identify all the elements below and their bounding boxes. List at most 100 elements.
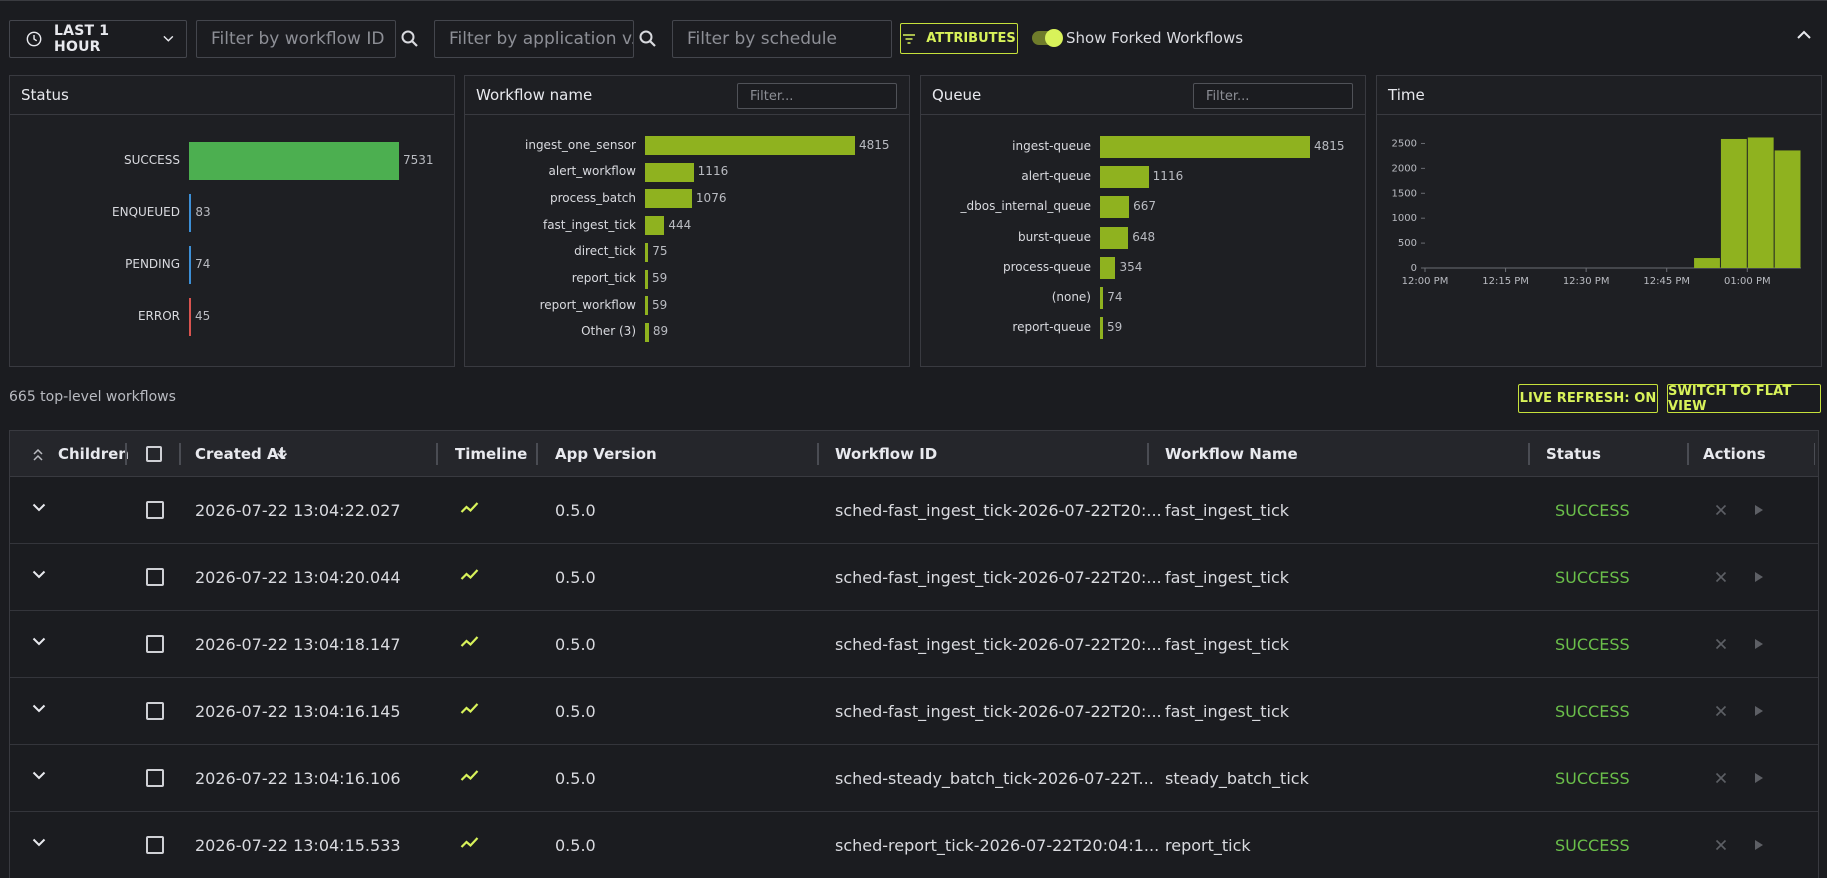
column-divider[interactable]: [1687, 443, 1689, 465]
row-checkbox[interactable]: [146, 769, 164, 787]
workflow-id-input[interactable]: [211, 29, 395, 49]
table-row[interactable]: 2026-07-22 13:04:22.027 0.5.0 sched-fast_i…: [10, 477, 1818, 544]
table-row[interactable]: 2026-07-22 13:04:16.145 0.5.0 sched-fast_i…: [10, 678, 1818, 745]
bar[interactable]: [1100, 256, 1116, 279]
histogram-bar[interactable]: [1774, 150, 1801, 268]
select-all-checkbox[interactable]: [146, 446, 162, 462]
col-actions[interactable]: Actions: [1703, 445, 1766, 463]
chevron-down-icon[interactable]: [32, 637, 46, 646]
cancel-icon[interactable]: [1715, 772, 1727, 784]
histogram-bar[interactable]: [1694, 258, 1720, 268]
table-row[interactable]: 2026-07-22 13:04:18.147 0.5.0 sched-fast_i…: [10, 611, 1818, 678]
bar[interactable]: [645, 216, 665, 236]
col-app-version[interactable]: App Version: [555, 445, 657, 463]
bar-label[interactable]: PENDING: [125, 257, 180, 271]
timeline-icon[interactable]: [460, 568, 480, 582]
bar[interactable]: [189, 298, 191, 336]
histogram-bar[interactable]: [1720, 138, 1747, 268]
resume-icon[interactable]: [1754, 504, 1764, 516]
workflow-id-cell[interactable]: sched-fast_ingest_tick-2026-07-22T20:...: [835, 635, 1162, 654]
queue-filter[interactable]: [1193, 83, 1353, 109]
timeline-icon[interactable]: [460, 501, 480, 515]
row-checkbox[interactable]: [146, 501, 164, 519]
table-row[interactable]: 2026-07-22 13:04:20.044 0.5.0 sched-fast_i…: [10, 544, 1818, 611]
column-divider[interactable]: [179, 443, 181, 465]
bar-label[interactable]: burst-queue: [1017, 229, 1091, 244]
bar[interactable]: [1100, 136, 1310, 158]
bar-label[interactable]: ERROR: [137, 309, 180, 323]
timeline-icon[interactable]: [460, 702, 480, 716]
expand-all-icon[interactable]: [32, 449, 44, 461]
bar[interactable]: [1100, 287, 1104, 309]
search-icon[interactable]: [400, 29, 420, 49]
resume-icon[interactable]: [1754, 705, 1764, 717]
col-timeline[interactable]: Timeline: [455, 445, 528, 463]
bar-label[interactable]: (none): [1051, 290, 1091, 304]
bar-label[interactable]: SUCCESS: [124, 153, 180, 167]
bar[interactable]: [189, 246, 192, 284]
chevron-down-icon[interactable]: [32, 570, 46, 579]
workflow-id-cell[interactable]: sched-report_tick-2026-07-22T20:04:1...: [835, 836, 1160, 855]
workflow-id-filter[interactable]: [196, 20, 396, 58]
bar[interactable]: [189, 142, 399, 180]
bar[interactable]: [1100, 166, 1149, 189]
bar[interactable]: [645, 269, 648, 289]
col-created-at[interactable]: Created At: [195, 445, 286, 463]
column-divider[interactable]: [536, 443, 538, 465]
timeline-icon[interactable]: [460, 635, 480, 649]
bar-label[interactable]: ingest_one_sensor: [525, 137, 636, 152]
bar-label[interactable]: _dbos_internal_queue: [960, 199, 1091, 214]
workflow-id-cell[interactable]: sched-fast_ingest_tick-2026-07-22T20:...: [835, 702, 1162, 721]
cancel-icon[interactable]: [1715, 571, 1727, 583]
resume-icon[interactable]: [1754, 638, 1764, 650]
bar-label[interactable]: report-queue: [1012, 320, 1091, 335]
bar[interactable]: [1100, 317, 1103, 340]
cancel-icon[interactable]: [1715, 638, 1727, 650]
chevron-down-icon[interactable]: [32, 503, 46, 512]
bar[interactable]: [645, 296, 648, 316]
bar-label[interactable]: ENQUEUED: [112, 205, 180, 219]
app-version-filter[interactable]: [434, 20, 634, 58]
sort-arrow-down-icon[interactable]: [276, 446, 288, 460]
timeline-icon[interactable]: [460, 836, 480, 850]
col-workflow-name[interactable]: Workflow Name: [1165, 445, 1298, 463]
workflow-name-filter[interactable]: [737, 83, 897, 109]
column-divider[interactable]: [1528, 443, 1530, 465]
bar[interactable]: [645, 189, 692, 209]
bar-label[interactable]: process-queue: [1002, 259, 1091, 274]
bar[interactable]: [645, 242, 649, 262]
bar[interactable]: [645, 322, 649, 342]
bar[interactable]: [1100, 226, 1129, 249]
chevron-down-icon[interactable]: [32, 771, 46, 780]
bar-label[interactable]: fast_ingest_tick: [542, 217, 636, 232]
column-divider[interactable]: [436, 443, 438, 465]
schedule-filter[interactable]: [672, 20, 892, 58]
col-children[interactable]: Children: [58, 445, 129, 463]
cancel-icon[interactable]: [1715, 839, 1727, 851]
queue-filter-input[interactable]: [1206, 84, 1352, 108]
chevron-down-icon[interactable]: [32, 838, 46, 847]
bar[interactable]: [645, 162, 694, 182]
workflow-id-cell[interactable]: sched-steady_batch_tick-2026-07-22T...: [835, 769, 1154, 788]
row-checkbox[interactable]: [146, 836, 164, 854]
chevron-up-icon[interactable]: [1796, 30, 1812, 40]
cancel-icon[interactable]: [1715, 705, 1727, 717]
column-divider[interactable]: [125, 443, 127, 465]
schedule-input[interactable]: [687, 29, 891, 49]
col-status[interactable]: Status: [1546, 445, 1601, 463]
bar-label[interactable]: alert_workflow: [548, 164, 636, 179]
resume-icon[interactable]: [1754, 772, 1764, 784]
switch-flat-view-button[interactable]: SWITCH TO FLAT VIEW: [1667, 384, 1821, 414]
bar-label[interactable]: report_workflow: [539, 297, 636, 312]
bar[interactable]: [189, 194, 192, 232]
show-forked-toggle[interactable]: [1032, 29, 1063, 47]
resume-icon[interactable]: [1754, 839, 1764, 851]
histogram-bar[interactable]: [1747, 137, 1774, 268]
workflow-name-filter-input[interactable]: [750, 84, 896, 108]
row-checkbox[interactable]: [146, 702, 164, 720]
resume-icon[interactable]: [1754, 571, 1764, 583]
attributes-button[interactable]: ATTRIBUTES: [900, 23, 1018, 54]
table-row[interactable]: 2026-07-22 13:04:15.533 0.5.0 sched-report…: [10, 812, 1818, 878]
bar[interactable]: [645, 136, 855, 155]
column-divider[interactable]: [1147, 443, 1149, 465]
